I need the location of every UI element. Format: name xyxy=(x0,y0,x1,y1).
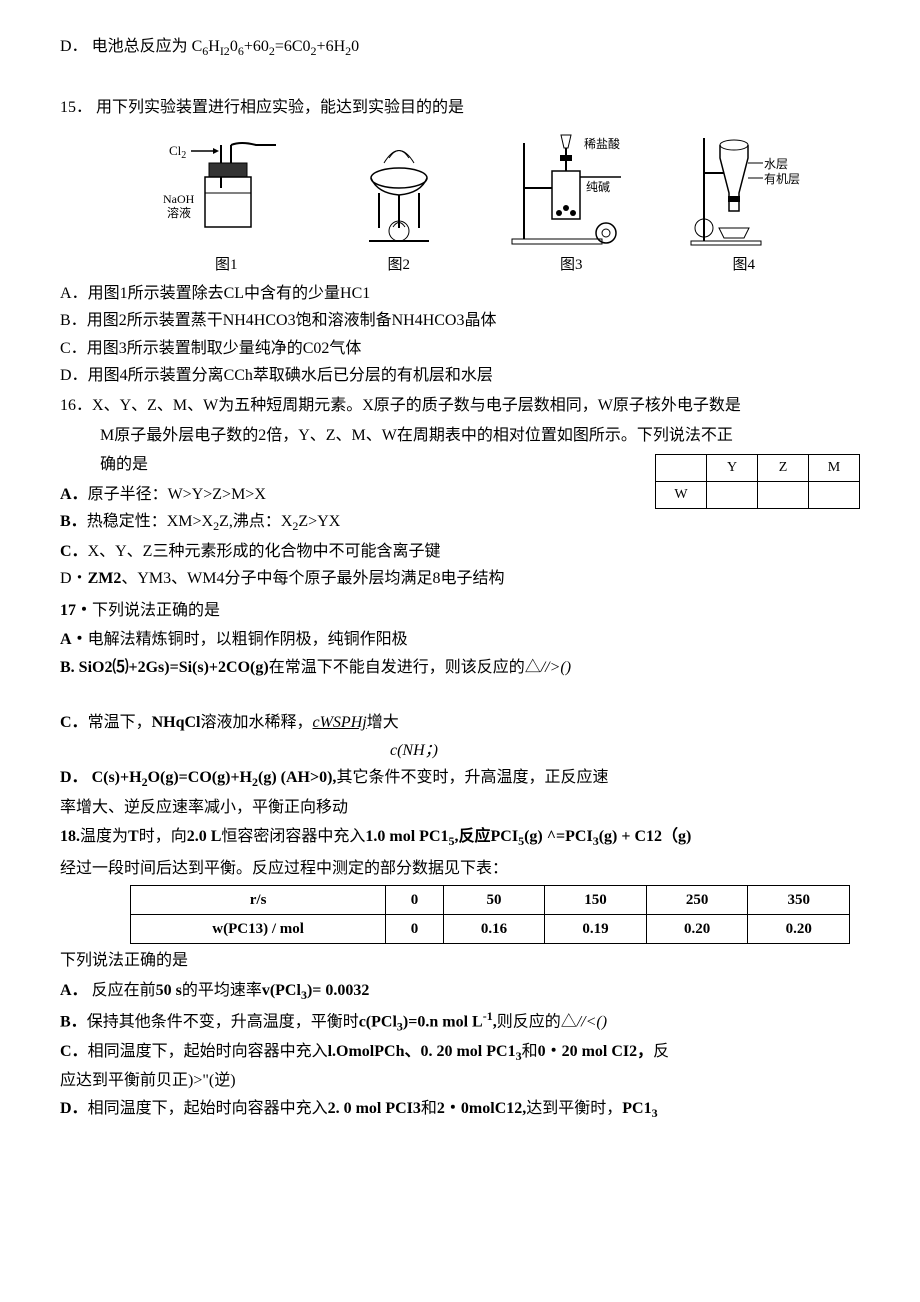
q18-d: D．相同温度下，起始时向容器中充入2. 0 mol PCI3和2・0molC12… xyxy=(60,1096,860,1123)
q15-stem: 15． 用下列实验装置进行相应实验，能达到实验目的的是 xyxy=(60,95,860,121)
q15-c: C．用图3所示装置制取少量纯净的C02气体 xyxy=(60,336,860,362)
q16-table: YZM W xyxy=(655,454,860,509)
q18-stem2: 经过一段时间后达到平衡。反应过程中测定的部分数据见下表： xyxy=(60,856,860,882)
fig3-svg: 稀盐酸 纯碱 xyxy=(506,133,636,248)
fig1-svg: Cl2 NaOH 溶液 xyxy=(161,133,291,248)
q17-d: D． C(s)+H2O(g)=CO(g)+H2(g) (AH>0),其它条件不变… xyxy=(60,765,860,792)
q17-a: A・电解法精炼铜时，以粗铜作阴极，纯铜作阳极 xyxy=(60,627,860,653)
q15-a: A．用图1所示装置除去CL中含有的少量HC1 xyxy=(60,281,860,307)
q18-c: C．相同温度下，起始时向容器中充入l.OmolPCh、0. 20 mol PC1… xyxy=(60,1039,860,1066)
svg-text:水层: 水层 xyxy=(764,157,788,171)
fig2: 图2 xyxy=(334,131,464,277)
q-number: 16． xyxy=(60,397,92,414)
q18-b: B．保持其他条件不变，升高温度，平衡时c(PCl3)=0.n mol L-1,则… xyxy=(60,1007,860,1037)
q18-stem: 18.温度为T时，向2.0 L恒容密闭容器中充入1.0 mol PC15,反应P… xyxy=(60,824,860,851)
q15-b: B．用图2所示装置蒸干NH4HCO3饱和溶液制备NH4HCO3晶体 xyxy=(60,308,860,334)
q17-c: C．常温下，NHqCl溶液加水稀释，cWSPHj增大 xyxy=(60,710,860,736)
q17-stem: 17・下列说法正确的是 xyxy=(60,598,860,624)
q18-post: 下列说法正确的是 xyxy=(60,948,860,974)
q17-d2: 率增大、逆反应速率减小，平衡正向移动 xyxy=(60,795,860,821)
q17-c-frac: c(NH；) xyxy=(390,738,860,764)
q-number: 18. xyxy=(60,828,80,845)
q16-c: C．X、Y、Z三种元素形成的化合物中不可能含离子键 xyxy=(60,539,860,565)
fig2-svg xyxy=(349,133,449,248)
q18-a: A． 反应在前50 s的平均速率v(PCl3)= 0.0032 xyxy=(60,978,860,1005)
q17-b: B. SiO2⑸+2Gs)=Si(s)+2CO(g)在常温下不能自发进行，则该反… xyxy=(60,655,860,681)
q16-stem2: M原子最外层电子数的2倍，Y、Z、M、W在周期表中的相对位置如图所示。下列说法不… xyxy=(100,423,860,449)
q-number: 17・ xyxy=(60,602,92,619)
q15-figures: Cl2 NaOH 溶液 图1 xyxy=(140,131,830,277)
svg-text:稀盐酸: 稀盐酸 xyxy=(584,136,620,151)
fig4: 水层 有机层 图4 xyxy=(679,131,809,277)
fig1: Cl2 NaOH 溶液 图1 xyxy=(161,131,291,277)
q16-stem3: 确的是 YZM W xyxy=(100,452,860,478)
q18-table: r/s 0 50 150 250 350 w(PC13) / mol 0 0.1… xyxy=(130,885,850,944)
fig4-svg: 水层 有机层 xyxy=(679,133,809,248)
q16-b: B．热稳定性：XM>X2Z,沸点：X2Z>YX xyxy=(60,509,860,536)
svg-text:有机层: 有机层 xyxy=(764,172,800,186)
svg-text:纯碱: 纯碱 xyxy=(586,180,610,194)
q16-d: D・ZM2、YM3、WM4分子中每个原子最外层均满足8电子结构 xyxy=(60,566,860,592)
q18-c2: 应达到平衡前贝正)>"(逆) xyxy=(60,1068,860,1094)
q-number: 15． xyxy=(60,99,92,116)
svg-text:溶液: 溶液 xyxy=(167,205,191,220)
opt-letter: D． xyxy=(60,38,88,55)
q16-stem: 16．X、Y、Z、M、W为五种短周期元素。X原子的质子数与电子层数相同，W原子核… xyxy=(60,393,860,419)
svg-text:NaOH: NaOH xyxy=(163,192,195,206)
q15-d: D．用图4所示装置分离CCh萃取碘水后已分层的有机层和水层 xyxy=(60,363,860,389)
q14-option-d: D． 电池总反应为 C6HI206+602=6C02+6H20 xyxy=(60,34,860,61)
svg-text:Cl2: Cl2 xyxy=(169,143,186,161)
fig3: 稀盐酸 纯碱 图3 xyxy=(506,131,636,277)
